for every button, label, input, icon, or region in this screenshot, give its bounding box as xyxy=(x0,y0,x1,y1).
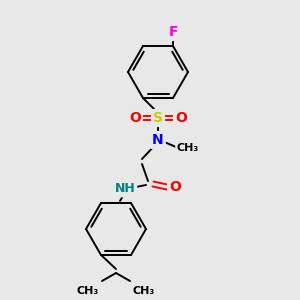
Text: CH₃: CH₃ xyxy=(133,286,155,296)
Text: CH₃: CH₃ xyxy=(177,143,199,153)
Text: NH: NH xyxy=(115,182,135,196)
Text: F: F xyxy=(168,25,178,39)
Text: S: S xyxy=(153,111,163,125)
Text: O: O xyxy=(169,180,181,194)
Text: N: N xyxy=(152,133,164,147)
Text: O: O xyxy=(129,111,141,125)
Text: O: O xyxy=(175,111,187,125)
Text: CH₃: CH₃ xyxy=(77,286,99,296)
